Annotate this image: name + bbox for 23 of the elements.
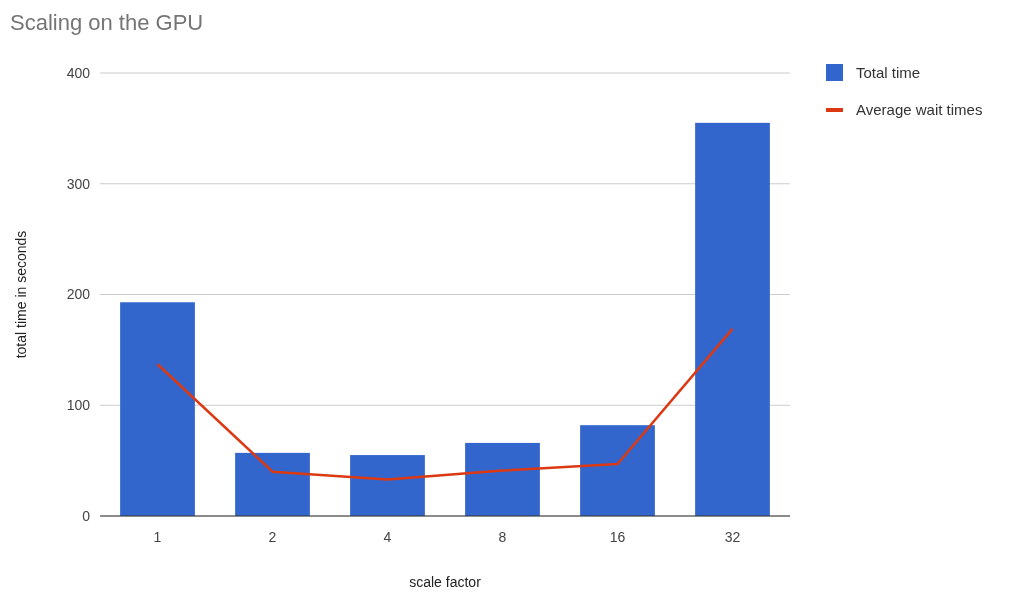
x-axis-title: scale factor: [409, 574, 482, 590]
y-axis-title: total time in seconds: [13, 230, 29, 359]
y-tick-label: 100: [66, 397, 91, 414]
x-tick-label: 4: [383, 529, 392, 545]
y-tick-label: 300: [66, 175, 91, 192]
x-tick-label: 2: [268, 529, 277, 545]
bar: [695, 122, 770, 516]
bar: [235, 452, 310, 516]
bar: [580, 425, 655, 516]
bar: [350, 455, 425, 516]
y-tick-label: 400: [66, 64, 91, 81]
x-tick-label: 1: [153, 529, 162, 545]
x-tick-label: 8: [498, 529, 507, 545]
bar: [465, 442, 540, 516]
x-tick-label: 16: [609, 529, 626, 545]
y-tick-label: 200: [66, 286, 91, 303]
line-series: [156, 327, 734, 481]
legend-label: Average wait times: [856, 101, 983, 119]
y-tick-label: 0: [82, 507, 91, 524]
chart-title: Scaling on the GPU: [10, 10, 204, 35]
x-tick-label: 32: [724, 529, 741, 545]
legend-label: Total time: [856, 64, 921, 82]
bar: [120, 302, 195, 516]
